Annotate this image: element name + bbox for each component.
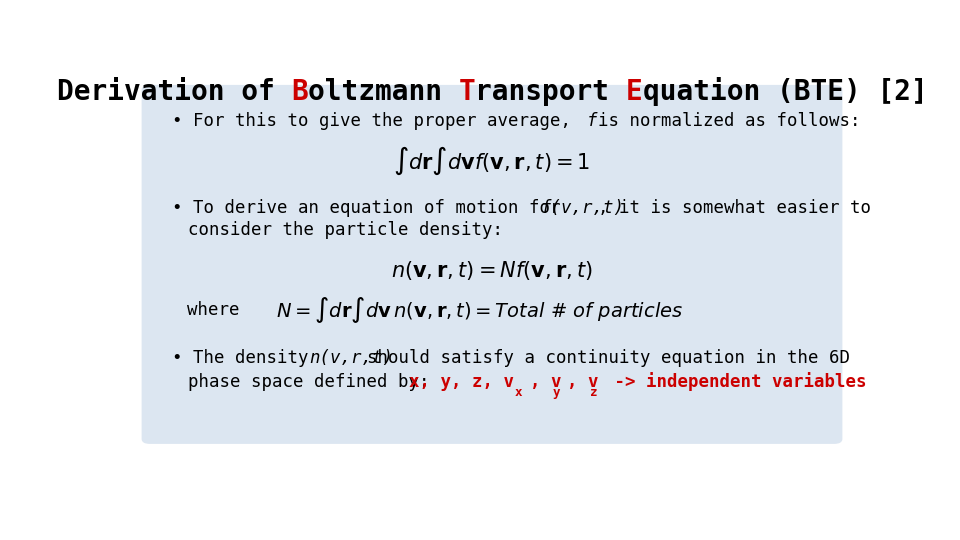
Text: phase space defined by:: phase space defined by: xyxy=(188,373,430,390)
Text: -> independent variables: -> independent variables xyxy=(605,372,867,391)
FancyBboxPatch shape xyxy=(142,85,842,443)
Text: oltzmann: oltzmann xyxy=(308,78,459,106)
Text: E: E xyxy=(626,78,643,106)
Text: Derivation of: Derivation of xyxy=(57,78,291,106)
Text: • For this to give the proper average,: • For this to give the proper average, xyxy=(172,112,571,130)
Text: $N=\int d\mathbf{r}\int d\mathbf{v}\,n(\mathbf{v},\mathbf{r},t)=\mathit{Total\ \: $N=\int d\mathbf{r}\int d\mathbf{v}\,n(\… xyxy=(276,295,684,325)
Text: T: T xyxy=(459,78,475,106)
Text: B: B xyxy=(291,78,308,106)
Text: , v: , v xyxy=(530,373,562,390)
Text: y: y xyxy=(553,386,561,399)
Text: • The density: • The density xyxy=(172,349,308,367)
Text: n(v,r,t): n(v,r,t) xyxy=(309,349,393,367)
Text: • To derive an equation of motion for: • To derive an equation of motion for xyxy=(172,199,561,217)
Text: , it is somewhat easier to: , it is somewhat easier to xyxy=(598,199,872,217)
Text: f: f xyxy=(587,112,597,130)
Text: ransport: ransport xyxy=(475,78,626,106)
Text: should satisfy a continuity equation in the 6D: should satisfy a continuity equation in … xyxy=(367,349,850,367)
Text: x, y, z, v: x, y, z, v xyxy=(409,373,514,390)
Text: z: z xyxy=(590,386,598,399)
Text: f(v,r,t): f(v,r,t) xyxy=(541,199,625,217)
Text: x: x xyxy=(516,386,522,399)
Text: is normalized as follows:: is normalized as follows: xyxy=(598,112,861,130)
Text: quation (BTE) [2]: quation (BTE) [2] xyxy=(643,77,927,106)
Text: where: where xyxy=(187,301,239,319)
Text: consider the particle density:: consider the particle density: xyxy=(188,221,503,239)
Text: $n(\mathbf{v},\mathbf{r},t)=Nf(\mathbf{v},\mathbf{r},t)$: $n(\mathbf{v},\mathbf{r},t)=Nf(\mathbf{v… xyxy=(392,259,592,282)
Text: $\int d\mathbf{r}\int d\mathbf{v}f(\mathbf{v},\mathbf{r},t)=1$: $\int d\mathbf{r}\int d\mathbf{v}f(\math… xyxy=(394,144,590,177)
Text: , v: , v xyxy=(567,373,599,390)
